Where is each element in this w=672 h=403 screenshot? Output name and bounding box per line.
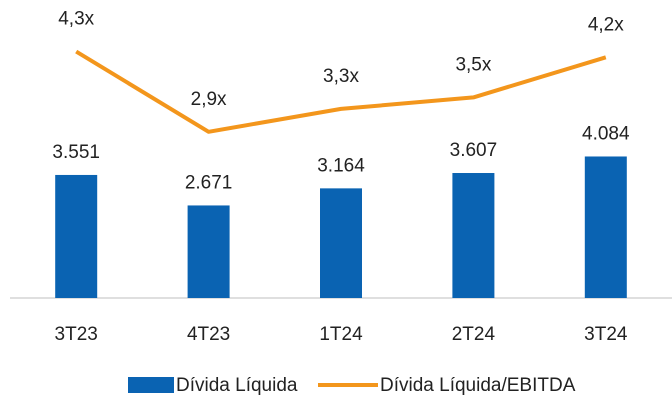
- legend-label: Dívida Líquida/EBITDA: [380, 375, 576, 396]
- x-tick-label: 3T24: [584, 324, 628, 345]
- data-label: 4,2x: [588, 14, 624, 35]
- data-label: 2,9x: [191, 89, 227, 110]
- data-label: 3,5x: [455, 54, 491, 75]
- bar: [187, 205, 230, 298]
- data-label: 3.607: [450, 140, 498, 161]
- bar: [584, 156, 627, 298]
- x-tick-label: 4T23: [187, 324, 230, 345]
- legend-swatch: [128, 377, 174, 393]
- x-tick-label: 3T23: [55, 324, 98, 345]
- data-label: 4,3x: [58, 9, 94, 30]
- legend-label: Dívida Líquida: [176, 375, 298, 396]
- x-tick-label: 2T24: [452, 324, 496, 345]
- data-label: 3.551: [52, 142, 100, 163]
- bar: [320, 188, 362, 298]
- line: [75, 49, 607, 134]
- data-label: 2.671: [185, 172, 233, 193]
- x-tick-label: 1T24: [319, 324, 363, 345]
- data-label: 4.084: [582, 124, 630, 145]
- bar: [55, 174, 98, 298]
- data-label: 3,3x: [323, 66, 359, 87]
- data-label: 3.164: [317, 155, 365, 176]
- bar: [452, 173, 495, 298]
